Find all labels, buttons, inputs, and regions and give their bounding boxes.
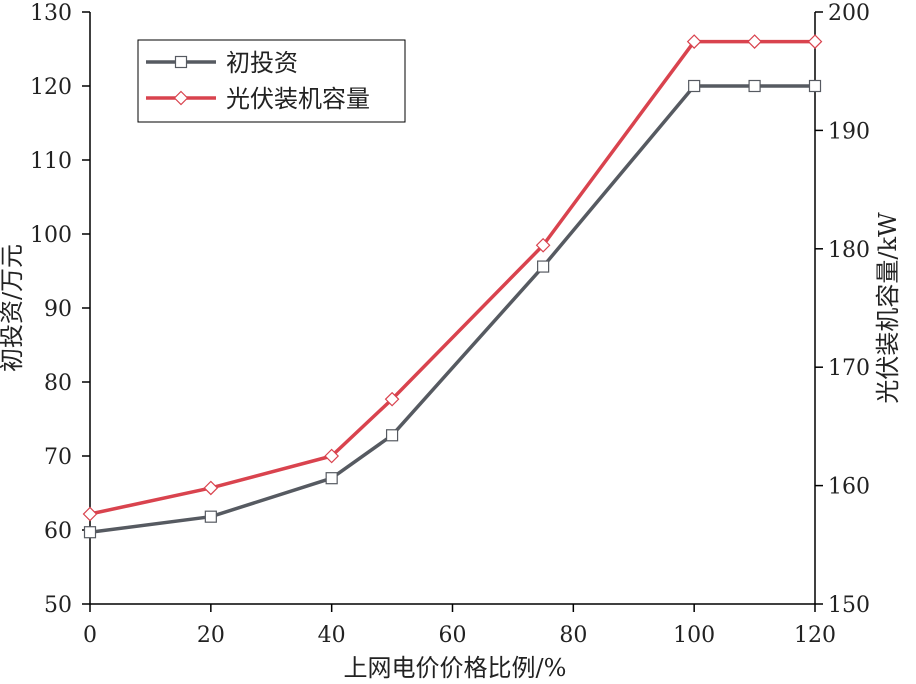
left-y-tick-label: 100 — [30, 223, 72, 248]
x-tick-label: 20 — [197, 623, 225, 648]
x-tick-label: 80 — [559, 623, 587, 648]
data-point-investment — [748, 79, 761, 93]
x-tick-label: 60 — [439, 623, 467, 648]
data-point-investment — [83, 526, 97, 539]
data-point-pv-capacity — [535, 237, 551, 253]
legend-label-pv-capacity: 光伏装机容量 — [226, 85, 370, 113]
left-y-tick-label: 130 — [30, 1, 72, 26]
x-tick-label: 40 — [318, 623, 346, 648]
data-point-pv-capacity — [747, 34, 762, 49]
left-y-tick-label: 80 — [44, 371, 72, 396]
legend-label-investment: 初投资 — [226, 49, 298, 77]
series-line-pv-capacity — [89, 39, 815, 516]
ticks-layer: 0 20 40 60 80 100 120 50 60 70 80 90 100 110 120 130 150… — [30, 1, 870, 648]
data-point-investment — [204, 510, 217, 523]
data-point-investment — [808, 79, 822, 93]
right-y-tick-label: 160 — [828, 475, 870, 500]
series-layer — [82, 34, 823, 539]
legend-box — [137, 39, 406, 123]
left-y-tick-label: 70 — [44, 445, 72, 470]
legend-marker-pv-capacity — [173, 90, 189, 106]
left-y-tick-label: 60 — [44, 519, 72, 544]
data-point-pv-capacity — [686, 34, 702, 49]
left-y-tick-label: 110 — [30, 149, 72, 174]
left-y-tick-label: 120 — [30, 75, 72, 100]
x-tick-label: 0 — [83, 623, 97, 648]
data-point-pv-capacity — [324, 448, 340, 464]
data-point-investment — [385, 429, 399, 442]
x-axis-title: 上网电价价格比例/% — [344, 654, 567, 682]
right-y-tick-label: 170 — [828, 356, 870, 381]
left-y-tick-label: 50 — [44, 593, 72, 618]
legend-marker-investment — [174, 55, 188, 69]
right-y-tick-label: 200 — [828, 1, 870, 26]
right-y-tick-label: 190 — [828, 119, 870, 144]
x-tick-label: 100 — [673, 623, 715, 648]
right-y-tick-label: 180 — [828, 238, 870, 263]
right-y-tick-label: 150 — [828, 593, 870, 618]
data-point-pv-capacity — [203, 480, 219, 496]
series-line-investment — [89, 84, 815, 534]
left-axis-title: 初投资/万元 — [0, 244, 26, 372]
right-axis-title: 光伏装机容量/kW — [874, 212, 902, 404]
x-tick-label: 120 — [794, 623, 836, 648]
data-point-pv-capacity — [82, 506, 98, 522]
data-point-pv-capacity — [384, 391, 400, 407]
data-point-pv-capacity — [807, 34, 823, 49]
left-y-tick-label: 90 — [44, 297, 72, 322]
legend: 初投资 光伏装机容量 — [137, 39, 406, 123]
data-point-investment — [325, 472, 338, 485]
data-point-investment — [688, 79, 701, 93]
data-point-investment — [537, 260, 550, 273]
